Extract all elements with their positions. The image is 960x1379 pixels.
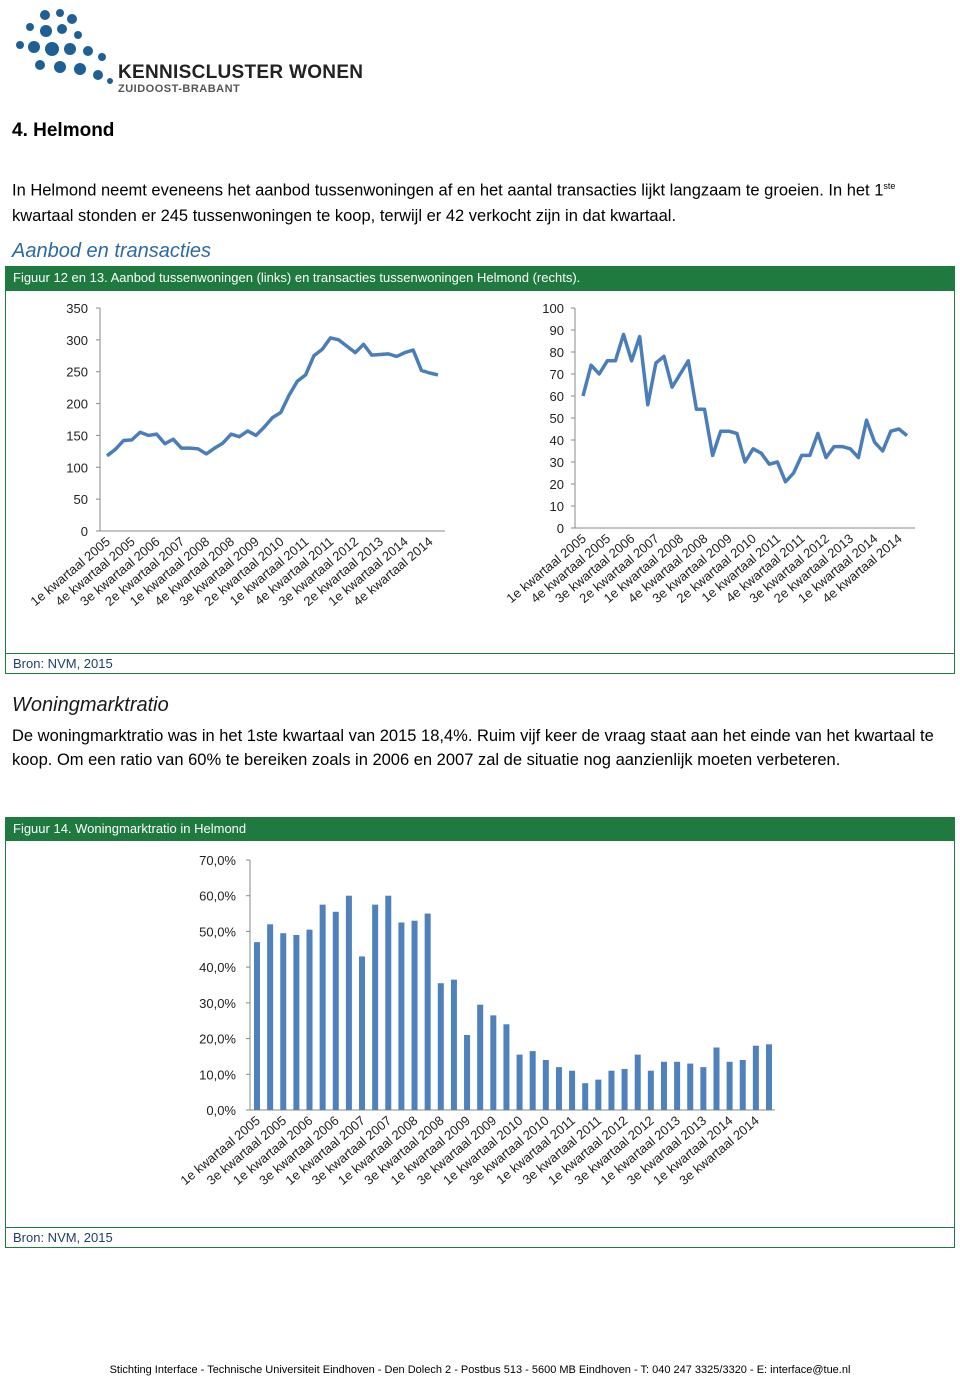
y-tick-label: 100 <box>66 460 88 475</box>
bar <box>700 1067 707 1110</box>
bar <box>595 1079 602 1110</box>
bar <box>319 904 326 1110</box>
y-tick-label: 100 <box>542 301 564 316</box>
logo-name: KENNISCLUSTER WONEN <box>118 62 364 83</box>
bar <box>634 1054 641 1110</box>
logo-region: ZUIDOOST-BRABANT <box>118 83 241 95</box>
bar <box>660 1061 667 1110</box>
y-tick-label: 40 <box>550 433 564 448</box>
bar <box>293 935 300 1110</box>
bar <box>398 922 405 1110</box>
y-tick-label: 10,0% <box>199 1067 236 1082</box>
y-tick-label: 80 <box>550 345 564 360</box>
bar <box>490 1015 497 1110</box>
y-tick-label: 40,0% <box>199 960 236 975</box>
y-tick-label: 0,0% <box>206 1103 236 1118</box>
bar <box>280 933 287 1110</box>
bar <box>372 904 379 1110</box>
y-tick-label: 70 <box>550 367 564 382</box>
y-tick-label: 200 <box>66 397 88 412</box>
figure-source: Bron: NVM, 2015 <box>5 653 955 674</box>
bar <box>345 895 352 1110</box>
bar <box>332 911 339 1110</box>
y-tick-label: 350 <box>66 301 88 316</box>
bar <box>503 1024 510 1110</box>
y-tick-label: 60 <box>550 389 564 404</box>
text: kwartaal stonden er 245 tussenwoningen t… <box>12 206 677 225</box>
paragraph: De woningmarktratio was in het 1ste kwar… <box>12 727 934 769</box>
bar <box>687 1063 694 1110</box>
bar <box>477 1004 484 1110</box>
y-tick-label: 20,0% <box>199 1032 236 1047</box>
footer: Stichting Interface - Technische Univers… <box>109 1364 851 1376</box>
y-tick-label: 150 <box>66 428 88 443</box>
bar <box>437 983 444 1110</box>
line <box>581 332 909 484</box>
bar <box>647 1070 654 1110</box>
bar <box>555 1067 562 1110</box>
bar <box>385 895 392 1110</box>
heading: 4. Helmond <box>12 120 115 141</box>
y-tick-label: 20 <box>550 477 564 492</box>
y-tick-label: 50,0% <box>199 924 236 939</box>
y-tick-label: 30 <box>550 455 564 470</box>
bar <box>752 1045 759 1110</box>
logo-mark <box>16 9 113 84</box>
y-tick-label: 30,0% <box>199 996 236 1011</box>
bar <box>411 920 418 1110</box>
figure-caption: Figuur 12 en 13. Aanbod tussenwoningen (… <box>5 266 955 291</box>
intro: In Helmond neemt eveneens het aanbod tus… <box>12 174 942 229</box>
bar <box>674 1061 681 1110</box>
figure-caption: Figuur 14. Woningmarktratio in Helmond <box>5 817 955 841</box>
bar <box>529 1051 536 1110</box>
bar <box>516 1054 523 1110</box>
bar <box>569 1070 576 1110</box>
bar <box>542 1060 549 1110</box>
bar <box>464 1035 471 1110</box>
bar <box>766 1044 772 1110</box>
superscript: ste <box>883 181 896 191</box>
bar <box>739 1060 746 1110</box>
bar <box>306 929 313 1110</box>
bar <box>621 1068 628 1110</box>
y-tick-label: 90 <box>550 323 564 338</box>
y-tick-label: 70,0% <box>199 853 236 868</box>
y-tick-label: 50 <box>74 492 88 507</box>
bar <box>726 1061 733 1110</box>
bar <box>359 956 366 1110</box>
y-tick-label: 250 <box>66 365 88 380</box>
figure-source: Bron: NVM, 2015 <box>5 1227 955 1248</box>
section-title: Woningmarktratio <box>12 694 169 716</box>
bar <box>450 979 457 1110</box>
section-title: Aanbod en transacties <box>12 240 212 262</box>
y-tick-label: 0 <box>81 524 88 539</box>
bar <box>713 1047 720 1110</box>
line <box>105 336 439 458</box>
y-tick-label: 10 <box>550 499 564 514</box>
bar <box>424 913 431 1110</box>
bar <box>582 1083 589 1110</box>
y-tick-label: 50 <box>550 411 564 426</box>
y-tick-label: 0 <box>557 521 564 536</box>
y-tick-label: 60,0% <box>199 889 236 904</box>
bar <box>254 942 260 1110</box>
text: In Helmond neemt eveneens het aanbod tus… <box>12 181 884 200</box>
bar <box>267 924 274 1110</box>
y-tick-label: 300 <box>66 333 88 348</box>
bar <box>608 1070 615 1110</box>
